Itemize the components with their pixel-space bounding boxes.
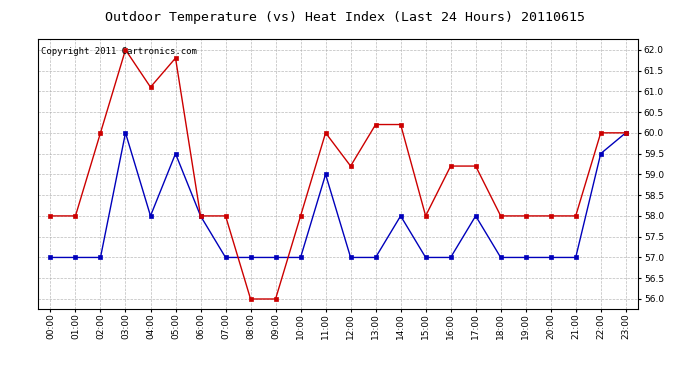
Text: Copyright 2011 Cartronics.com: Copyright 2011 Cartronics.com [41,48,197,57]
Text: Outdoor Temperature (vs) Heat Index (Last 24 Hours) 20110615: Outdoor Temperature (vs) Heat Index (Las… [105,11,585,24]
